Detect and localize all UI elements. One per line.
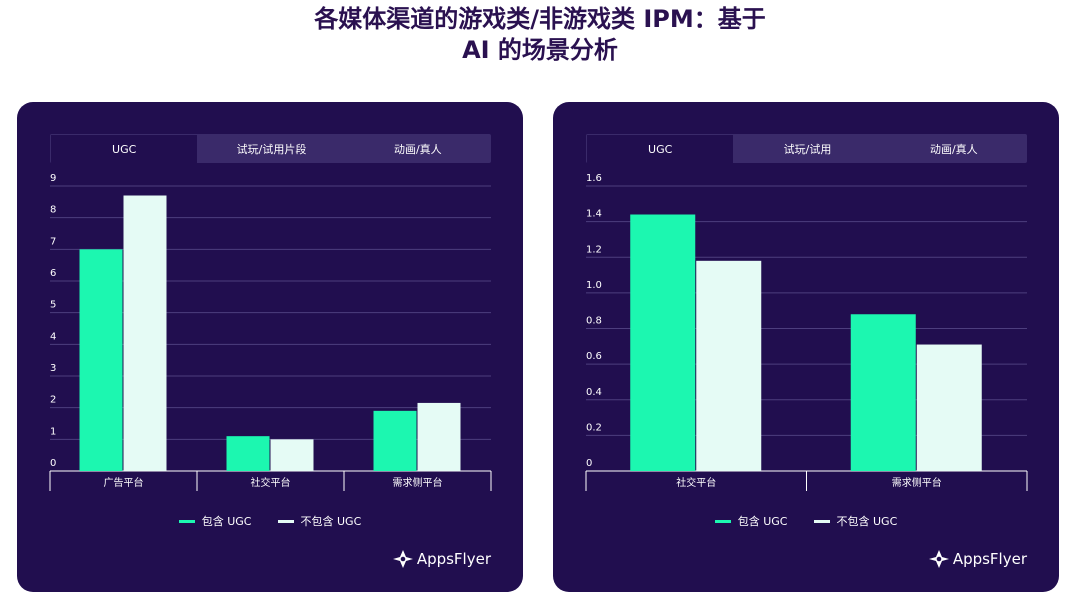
- appsflyer-bird-icon: [392, 550, 413, 568]
- legend-swatch-exclude: [277, 519, 294, 523]
- bar-include: [373, 410, 417, 471]
- legend-item-include[interactable]: 包含 UGC: [178, 513, 252, 529]
- appsflyer-logo: AppsFlyer: [392, 548, 491, 570]
- bar-include: [850, 314, 916, 471]
- appsflyer-logo-text: AppsFlyer: [416, 550, 491, 568]
- page-title-line2: AI 的场景分析: [462, 36, 618, 64]
- x-tick-label: 需求侧平台: [393, 476, 443, 489]
- bar-chart-right: 0 0.2 0.4 0.6 0.8 1.0 1.2 1.4 1.6 社交平台 需求侧平台: [585, 173, 1028, 491]
- y-tick-label: 0.8: [586, 316, 602, 327]
- bar-exclude: [417, 402, 461, 471]
- y-tick-label: 3: [50, 363, 56, 374]
- tab-animation-left[interactable]: 动画/真人: [393, 142, 442, 156]
- y-tick-label: 0: [50, 458, 56, 469]
- bar-exclude: [916, 344, 982, 471]
- tab-animation-right[interactable]: 动画/真人: [929, 142, 978, 156]
- bar-include: [79, 249, 123, 471]
- legend-left: 包含 UGC 不包含 UGC: [17, 513, 523, 529]
- bar-chart-left: 0 1 2 3 4 5 6 7 8 9 广告平台 社交平台 需求侧平台: [49, 173, 492, 491]
- y-tick-label: 1.2: [586, 244, 602, 255]
- y-tick-label: 1.0: [586, 280, 602, 291]
- chart-tabs-right: UGC 试玩/试用 动画/真人: [586, 134, 1027, 163]
- page-title: 各媒体渠道的游戏类/非游戏类 IPM：基于 AI 的场景分析: [0, 4, 1080, 66]
- y-tick-label: 5: [50, 300, 56, 311]
- x-tick-label: 社交平台: [676, 476, 716, 489]
- bar-include: [226, 436, 270, 471]
- legend-swatch-include: [178, 519, 195, 523]
- legend-label-exclude: 不包含 UGC: [300, 515, 362, 528]
- y-tick-label: 0.2: [586, 422, 602, 433]
- y-tick-label: 0: [586, 458, 592, 469]
- page-title-line1: 各媒体渠道的游戏类/非游戏类 IPM：基于: [314, 5, 766, 33]
- legend-swatch-exclude: [813, 519, 830, 523]
- bar-exclude: [696, 260, 762, 471]
- bar-exclude: [270, 439, 314, 471]
- y-tick-label: 2: [50, 395, 56, 406]
- y-tick-label: 4: [50, 331, 56, 342]
- legend-label-include: 包含 UGC: [201, 515, 252, 528]
- appsflyer-logo: AppsFlyer: [928, 548, 1027, 570]
- y-tick-label: 0.6: [586, 351, 602, 362]
- legend-item-include[interactable]: 包含 UGC: [714, 513, 788, 529]
- legend-label-exclude: 不包含 UGC: [836, 515, 898, 528]
- tab-playable-left[interactable]: 试玩/试用片段: [236, 142, 307, 156]
- legend-item-exclude[interactable]: 不包含 UGC: [813, 513, 898, 529]
- y-tick-label: 8: [50, 205, 56, 216]
- legend-label-include: 包含 UGC: [737, 515, 788, 528]
- x-tick-label: 需求侧平台: [892, 476, 942, 489]
- bar-exclude: [123, 195, 167, 471]
- legend-right: 包含 UGC 不包含 UGC: [553, 513, 1059, 529]
- tab-ugc-left[interactable]: UGC: [50, 134, 199, 163]
- appsflyer-bird-icon: [928, 550, 949, 568]
- chart-panel-right: UGC 试玩/试用 动画/真人 0 0.2 0.4 0.6 0.8 1.0 1.2 1.4 1.…: [553, 102, 1059, 592]
- y-tick-label: 7: [50, 236, 56, 247]
- tab-playable-right[interactable]: 试玩/试用: [783, 142, 832, 156]
- y-tick-label: 1: [50, 426, 56, 437]
- chart-tabs-left: UGC 试玩/试用片段 动画/真人: [50, 134, 491, 163]
- x-tick-label: 广告平台: [104, 476, 144, 489]
- y-tick-label: 0.4: [586, 387, 602, 398]
- legend-swatch-include: [714, 519, 731, 523]
- bar-include: [630, 214, 696, 471]
- y-tick-label: 1.6: [586, 173, 602, 184]
- x-tick-label: 社交平台: [251, 476, 291, 489]
- chart-panel-left: UGC 试玩/试用片段 动画/真人 0 1 2 3 4 5 6 7 8 9 广告平台 社交平台 需求侧平…: [17, 102, 523, 592]
- tab-ugc-right[interactable]: UGC: [586, 134, 735, 163]
- y-tick-label: 1.4: [586, 209, 602, 220]
- legend-item-exclude[interactable]: 不包含 UGC: [277, 513, 362, 529]
- y-tick-label: 9: [50, 173, 56, 184]
- y-tick-label: 6: [50, 268, 56, 279]
- appsflyer-logo-text: AppsFlyer: [952, 550, 1027, 568]
